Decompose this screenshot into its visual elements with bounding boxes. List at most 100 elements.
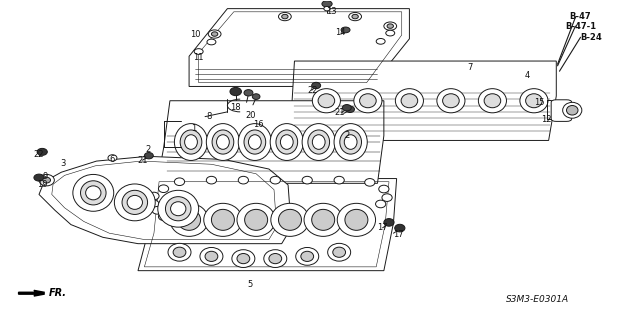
Ellipse shape [365, 179, 375, 186]
Ellipse shape [159, 185, 169, 193]
Ellipse shape [115, 184, 156, 221]
Ellipse shape [205, 251, 218, 262]
Ellipse shape [171, 202, 186, 216]
Ellipse shape [158, 190, 198, 227]
Text: 15: 15 [534, 99, 544, 108]
Ellipse shape [401, 94, 418, 108]
Text: 11: 11 [193, 53, 204, 62]
Ellipse shape [386, 30, 395, 36]
Ellipse shape [43, 177, 51, 183]
Text: 7: 7 [467, 63, 473, 72]
Ellipse shape [278, 209, 301, 230]
Ellipse shape [349, 12, 362, 21]
Ellipse shape [520, 89, 548, 113]
Ellipse shape [346, 106, 355, 113]
Ellipse shape [341, 27, 350, 33]
Ellipse shape [296, 248, 319, 265]
Ellipse shape [333, 247, 346, 257]
Text: B-24: B-24 [580, 33, 602, 42]
Text: 17: 17 [392, 230, 403, 239]
Ellipse shape [337, 203, 376, 236]
Text: 19: 19 [37, 181, 47, 189]
Ellipse shape [566, 106, 578, 115]
Text: 3: 3 [61, 159, 66, 168]
Text: 2: 2 [345, 131, 350, 140]
Text: 1: 1 [191, 124, 196, 133]
Ellipse shape [159, 213, 169, 220]
Ellipse shape [238, 176, 248, 184]
Ellipse shape [270, 123, 303, 160]
Text: 5: 5 [247, 279, 252, 288]
Text: 14: 14 [335, 28, 346, 37]
Ellipse shape [437, 89, 465, 113]
Ellipse shape [280, 135, 293, 149]
Ellipse shape [34, 174, 44, 181]
Ellipse shape [204, 203, 242, 236]
Polygon shape [19, 290, 44, 296]
Ellipse shape [312, 135, 325, 149]
Ellipse shape [206, 176, 216, 184]
Ellipse shape [127, 196, 143, 209]
Ellipse shape [252, 94, 260, 100]
Ellipse shape [149, 192, 159, 200]
Ellipse shape [270, 176, 280, 184]
Ellipse shape [276, 130, 298, 154]
Ellipse shape [211, 209, 234, 230]
Ellipse shape [318, 94, 335, 108]
Ellipse shape [312, 82, 321, 89]
Ellipse shape [152, 206, 163, 214]
Ellipse shape [304, 203, 342, 236]
Ellipse shape [244, 130, 266, 154]
Ellipse shape [174, 123, 207, 160]
Text: 17: 17 [377, 223, 388, 232]
Ellipse shape [478, 89, 506, 113]
Text: 22: 22 [307, 86, 317, 95]
Ellipse shape [376, 39, 385, 44]
Text: 6: 6 [110, 155, 115, 164]
Ellipse shape [312, 89, 340, 113]
Text: B-47: B-47 [570, 12, 591, 21]
Ellipse shape [344, 135, 357, 149]
Ellipse shape [81, 181, 106, 205]
Ellipse shape [340, 130, 362, 154]
Ellipse shape [376, 200, 386, 208]
Ellipse shape [387, 24, 394, 28]
Ellipse shape [352, 14, 358, 19]
Ellipse shape [230, 87, 241, 96]
Ellipse shape [354, 89, 382, 113]
Ellipse shape [278, 12, 291, 21]
Text: 22: 22 [34, 150, 44, 159]
Ellipse shape [379, 185, 389, 193]
Ellipse shape [37, 148, 47, 155]
Ellipse shape [122, 190, 148, 214]
Ellipse shape [174, 178, 184, 186]
Ellipse shape [244, 209, 268, 230]
Ellipse shape [73, 174, 114, 211]
Ellipse shape [86, 186, 101, 200]
Ellipse shape [216, 135, 229, 149]
Ellipse shape [248, 135, 261, 149]
Ellipse shape [395, 224, 405, 232]
Text: 16: 16 [253, 120, 264, 129]
Ellipse shape [322, 1, 332, 7]
Ellipse shape [382, 194, 392, 201]
Ellipse shape [145, 152, 154, 159]
Ellipse shape [342, 105, 351, 111]
Ellipse shape [237, 254, 250, 264]
Text: 8: 8 [206, 112, 212, 122]
Ellipse shape [206, 123, 239, 160]
Ellipse shape [173, 247, 186, 257]
Text: FR.: FR. [49, 288, 67, 298]
Ellipse shape [177, 209, 200, 230]
Ellipse shape [384, 219, 394, 226]
Polygon shape [287, 61, 556, 140]
Ellipse shape [302, 176, 312, 184]
Ellipse shape [334, 123, 367, 160]
Ellipse shape [384, 22, 397, 30]
Ellipse shape [334, 176, 344, 184]
Text: 21: 21 [137, 156, 148, 165]
Ellipse shape [238, 123, 271, 160]
Ellipse shape [443, 94, 460, 108]
Polygon shape [138, 179, 397, 271]
Ellipse shape [484, 94, 500, 108]
